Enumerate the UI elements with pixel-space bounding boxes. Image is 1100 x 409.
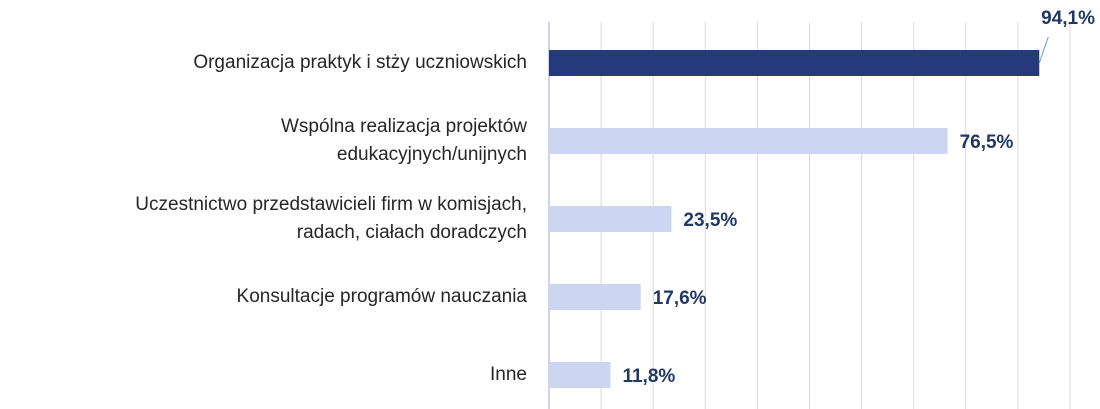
value-label: 94,1%	[1041, 8, 1095, 29]
category-label: Organizacja praktyk i stży uczniowskich	[193, 52, 527, 73]
category-label-line: Konsultacje programów nauczania	[237, 286, 528, 307]
value-label: 17,6%	[653, 288, 707, 309]
value-label: 11,8%	[622, 366, 675, 387]
category-label-line: Inne	[490, 364, 527, 385]
value-label: 23,5%	[683, 210, 737, 231]
bar	[549, 284, 641, 310]
category-label: Inne	[490, 364, 527, 385]
category-label-line: Organizacja praktyk i stży uczniowskich	[193, 52, 527, 73]
category-label-line: Wspólna realizacja projektów	[281, 116, 527, 137]
category-label: Uczestnictwo przedstawicieli firm w komi…	[135, 194, 527, 243]
bar	[549, 50, 1040, 76]
category-label-line: Uczestnictwo przedstawicieli firm w komi…	[135, 194, 527, 215]
bar	[549, 362, 611, 388]
leader-line	[1038, 36, 1049, 64]
category-label: Konsultacje programów nauczania	[237, 286, 528, 307]
category-label-line: radach, ciałach doradczych	[297, 222, 527, 243]
category-label: Wspólna realizacja projektów edukacyjnych…	[281, 116, 527, 165]
value-label: 76,5%	[960, 132, 1014, 153]
bar	[549, 206, 672, 232]
bar	[549, 128, 948, 154]
category-label-line: edukacyjnych/unijnych	[337, 144, 527, 165]
